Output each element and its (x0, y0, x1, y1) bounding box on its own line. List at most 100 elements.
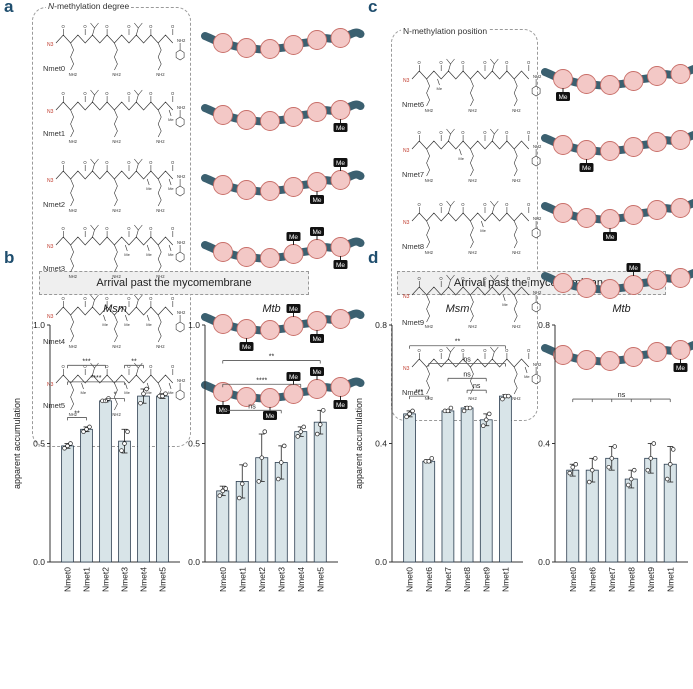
oxygen-label: O (127, 91, 131, 96)
azide-label: N3 (403, 78, 410, 84)
molecule-structure: N3 O O O O O O NH2 NH2 NH2 NH2 Me (403, 274, 542, 329)
data-point (84, 427, 89, 432)
bead (600, 75, 620, 95)
oxygen-label: O (105, 91, 109, 96)
amine-label: NH2 (69, 412, 78, 417)
bead (330, 377, 351, 397)
leucine-branch (494, 346, 499, 353)
amide-label: NH2 (177, 310, 186, 315)
methyl-bond (168, 178, 172, 186)
x-tick-label: Nmet9 (646, 567, 656, 592)
bead (236, 319, 257, 339)
lysine-chain (513, 366, 518, 395)
y-axis-label: apparent accumulation (12, 398, 22, 489)
leucine-chain (134, 22, 139, 36)
methyl-tag (239, 342, 254, 351)
data-point (404, 414, 409, 420)
methyl-tag-label: Me (558, 94, 567, 101)
data-point (160, 393, 165, 399)
data-point (567, 470, 572, 476)
significance-label: **** (91, 375, 102, 382)
data-point (321, 408, 326, 413)
lysine-chain (513, 294, 518, 323)
data-point (243, 462, 248, 468)
bead (283, 384, 304, 404)
oxygen-label: O (439, 276, 443, 281)
oxygen-label: O (127, 296, 131, 301)
methyl-tag-label: Me (265, 413, 274, 420)
bead (307, 239, 327, 259)
y-tick-label: 1.0 (33, 320, 45, 330)
azide-label: N3 (403, 294, 410, 300)
x-tick-label: Nmet1 (665, 567, 675, 592)
molecule-label-nmet3: Nmet3 (43, 264, 66, 273)
bead (307, 172, 327, 192)
oxygen-label: O (461, 130, 465, 135)
leucine-chain (490, 346, 495, 360)
methyl-bond (524, 366, 528, 374)
oxygen-label: O (171, 226, 175, 231)
amine-label: NH2 (69, 139, 78, 144)
data-point (87, 424, 92, 430)
molecule-label-nmet8: Nmet8 (402, 242, 425, 251)
bar (460, 407, 474, 563)
methyl-bond (103, 314, 106, 322)
molecule-label-nmet0: Nmet0 (43, 64, 66, 73)
oxygen-label: O (127, 160, 131, 165)
y-tick-label: 0.4 (538, 439, 550, 449)
bead (330, 237, 351, 257)
panel-a-box-title: N-methylation degree (46, 1, 132, 11)
methyl-tag (310, 334, 324, 343)
azide-label: N3 (47, 178, 54, 184)
x-tick-label: Nmet8 (462, 567, 472, 592)
panel-label-d: d (368, 248, 379, 267)
bead-chain: Me (541, 198, 693, 241)
x-tick-label: Nmet0 (63, 567, 73, 592)
oxygen-label: O (418, 276, 422, 281)
bar-chart-2: Mtb 0.0 0.5 1.0 Nmet0 Nmet1 Nmet2 Nmet3 Nmet4 Nme… (188, 303, 338, 592)
bead (236, 110, 257, 130)
chart-title: Msm (103, 303, 127, 315)
bead (283, 177, 304, 197)
phenyl-ring (531, 373, 541, 385)
lysine-chain (114, 109, 118, 138)
panel-label-b: b (4, 248, 15, 267)
chart-title: Mtb (262, 303, 280, 315)
significance-label: ns (463, 371, 471, 378)
backbone-line (411, 212, 530, 222)
lysine-chain (470, 294, 474, 323)
oxygen-label: O (62, 24, 66, 29)
bar (137, 395, 150, 563)
methyl-bond (168, 244, 172, 252)
methyl-tag-label: Me (312, 229, 321, 236)
methyl-bond (146, 178, 150, 186)
amine-label: NH2 (425, 250, 434, 255)
bead (330, 309, 351, 329)
leucine-chain (90, 362, 95, 376)
data-point (138, 400, 143, 406)
leucine-branch (450, 58, 455, 65)
bar-chart-1: Msm 0.0 0.5 1.0 apparent accumulation Nmet0 Nm… (12, 303, 180, 592)
methyl-bond (81, 382, 84, 390)
data-point (407, 411, 412, 417)
oxygen-label: O (171, 160, 175, 165)
oxygen-label: O (527, 60, 531, 65)
methyl-tag (556, 92, 570, 101)
leucine-branch (94, 224, 99, 231)
lysine-chain (157, 314, 162, 343)
methyl-bond (125, 314, 128, 322)
methyl-label: Me (524, 374, 530, 379)
data-point (667, 461, 673, 467)
azide-label: N3 (403, 148, 410, 154)
data-point (570, 464, 575, 470)
oxygen-label: O (527, 348, 531, 353)
leucine-branch (494, 200, 499, 207)
chart-title: Msm (446, 303, 470, 315)
molecule-structure: N3 O O O O O O NH2 NH2 NH2 NH2 Me (47, 89, 186, 144)
bar (644, 457, 658, 563)
data-point (256, 479, 262, 484)
data-point (670, 447, 676, 452)
methyl-bond (481, 220, 484, 228)
oxygen-label: O (461, 202, 465, 207)
